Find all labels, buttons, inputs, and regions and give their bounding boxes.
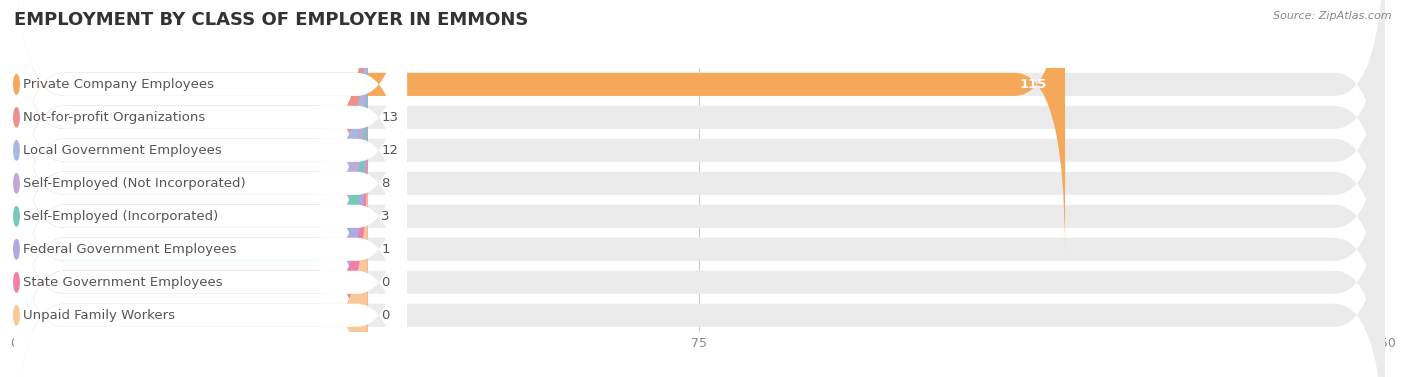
FancyBboxPatch shape bbox=[14, 146, 408, 377]
FancyBboxPatch shape bbox=[14, 146, 368, 377]
FancyBboxPatch shape bbox=[14, 46, 408, 377]
Text: 3: 3 bbox=[381, 210, 389, 223]
FancyBboxPatch shape bbox=[14, 112, 408, 377]
FancyBboxPatch shape bbox=[14, 0, 1385, 254]
Circle shape bbox=[14, 207, 20, 226]
Text: Not-for-profit Organizations: Not-for-profit Organizations bbox=[24, 111, 205, 124]
Text: Local Government Employees: Local Government Employees bbox=[24, 144, 222, 157]
Text: Self-Employed (Not Incorporated): Self-Employed (Not Incorporated) bbox=[24, 177, 246, 190]
FancyBboxPatch shape bbox=[14, 80, 1385, 377]
Circle shape bbox=[14, 141, 20, 160]
FancyBboxPatch shape bbox=[14, 0, 1066, 254]
FancyBboxPatch shape bbox=[14, 0, 368, 287]
Text: 8: 8 bbox=[381, 177, 389, 190]
Text: 0: 0 bbox=[381, 276, 389, 289]
FancyBboxPatch shape bbox=[14, 46, 368, 377]
FancyBboxPatch shape bbox=[14, 0, 408, 254]
FancyBboxPatch shape bbox=[14, 80, 408, 377]
Circle shape bbox=[14, 75, 20, 94]
FancyBboxPatch shape bbox=[14, 0, 408, 320]
Text: EMPLOYMENT BY CLASS OF EMPLOYER IN EMMONS: EMPLOYMENT BY CLASS OF EMPLOYER IN EMMON… bbox=[14, 11, 529, 29]
FancyBboxPatch shape bbox=[14, 14, 408, 353]
FancyBboxPatch shape bbox=[14, 0, 368, 320]
FancyBboxPatch shape bbox=[14, 14, 1385, 353]
FancyBboxPatch shape bbox=[14, 80, 368, 377]
FancyBboxPatch shape bbox=[14, 0, 1385, 287]
Circle shape bbox=[14, 273, 20, 292]
Circle shape bbox=[14, 108, 20, 127]
Text: 13: 13 bbox=[381, 111, 398, 124]
Text: Federal Government Employees: Federal Government Employees bbox=[24, 243, 238, 256]
FancyBboxPatch shape bbox=[14, 0, 1385, 320]
Text: State Government Employees: State Government Employees bbox=[24, 276, 224, 289]
Circle shape bbox=[14, 240, 20, 259]
Text: 115: 115 bbox=[1019, 78, 1046, 91]
FancyBboxPatch shape bbox=[14, 146, 1385, 377]
Text: Self-Employed (Incorporated): Self-Employed (Incorporated) bbox=[24, 210, 219, 223]
Text: Private Company Employees: Private Company Employees bbox=[24, 78, 215, 91]
FancyBboxPatch shape bbox=[14, 14, 368, 353]
FancyBboxPatch shape bbox=[14, 112, 368, 377]
Circle shape bbox=[14, 306, 20, 325]
Text: 0: 0 bbox=[381, 309, 389, 322]
Text: Unpaid Family Workers: Unpaid Family Workers bbox=[24, 309, 176, 322]
Text: Source: ZipAtlas.com: Source: ZipAtlas.com bbox=[1274, 11, 1392, 21]
Circle shape bbox=[14, 174, 20, 193]
FancyBboxPatch shape bbox=[14, 112, 1385, 377]
Text: 12: 12 bbox=[381, 144, 398, 157]
Text: 1: 1 bbox=[381, 243, 389, 256]
FancyBboxPatch shape bbox=[14, 46, 1385, 377]
FancyBboxPatch shape bbox=[14, 0, 408, 287]
